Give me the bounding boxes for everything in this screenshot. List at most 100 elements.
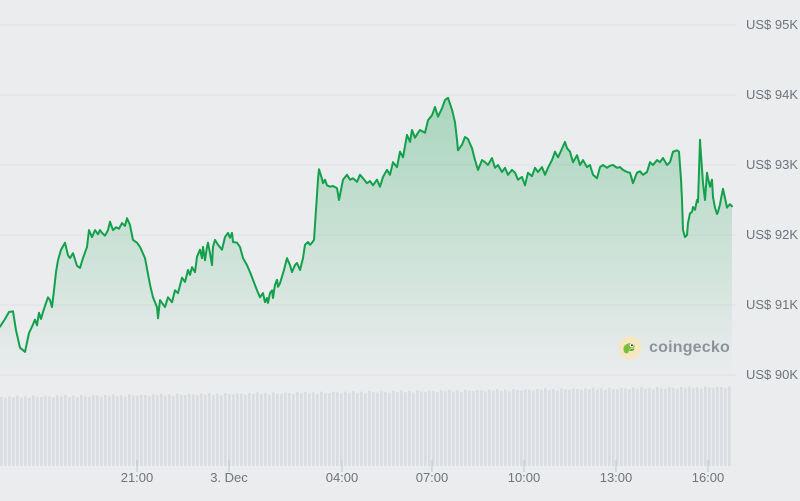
volume-bar [440,390,443,466]
y-axis-label: US$ 92K [746,227,799,242]
volume-bar [304,391,307,466]
volume-bar [200,393,203,466]
volume-bar [324,392,327,466]
volume-bar [152,394,155,466]
x-axis-label: 04:00 [325,470,359,485]
volume-bar [80,395,83,466]
volume-bar [20,397,23,466]
volume-bar [272,392,275,466]
volume-bar [592,387,595,466]
volume-bar [128,394,131,466]
volume-bar [444,391,447,466]
volume-bar [568,389,571,466]
volume-bar [192,394,195,466]
coingecko-watermark-text: coingecko [649,339,730,356]
volume-bar [168,394,171,466]
volume-bar [588,389,591,466]
volume-bar [576,389,579,466]
volume-bar [328,393,331,466]
volume-bar [24,396,27,466]
volume-bar [644,389,647,466]
volume-bar [676,388,679,466]
volume-bar [488,389,491,466]
volume-bar [8,396,11,466]
volume-bar [176,393,179,466]
volume-bar [332,391,335,466]
volume-bar [668,387,671,466]
volume-bar [292,394,295,466]
y-axis-label: US$ 95K [746,17,799,32]
volume-bar [448,389,451,466]
volume-bar [140,394,143,466]
volume-bar [344,391,347,466]
volume-bar [196,395,199,466]
volume-bar [616,389,619,466]
volume-bar [544,388,547,466]
volume-bar [460,391,463,466]
volume-bar [32,395,35,466]
volume-bar [408,390,411,466]
volume-bar [724,388,727,466]
y-axis-label: US$ 93K [746,157,799,172]
volume-bar [468,390,471,466]
volume-bar [624,388,627,466]
volume-bar [532,390,535,466]
volume-bar [64,395,67,466]
volume-bar [56,395,59,466]
volume-bar [220,395,223,466]
volume-bar [252,394,255,466]
volume-bar [280,393,283,466]
volume-bar [672,387,675,466]
volume-bar [492,390,495,466]
volume-bar [500,391,503,466]
volume-bar [536,388,539,466]
volume-bar [248,392,251,466]
volume-bar [464,389,467,466]
volume-bar [664,388,667,466]
x-axis-label: 07:00 [415,470,449,485]
volume-bar [296,392,299,466]
volume-bar [524,389,527,466]
volume-bar [608,387,611,466]
volume-bar [716,386,719,466]
volume-bar [260,394,263,466]
x-axis-label: 21:00 [120,470,154,485]
volume-bar [432,391,435,466]
volume-bar [652,389,655,466]
x-axis-label: 3. Dec [210,470,248,485]
volume-bar [368,391,371,466]
volume-bar [480,390,483,466]
volume-bar [136,395,139,466]
volume-bar [400,390,403,466]
volume-bar [572,388,575,466]
volume-bar [472,391,475,466]
volume-bar [48,396,51,466]
coingecko-watermark: coingecko [618,336,730,360]
volume-bar [528,389,531,466]
volume-bar [456,390,459,466]
volume-bar [164,395,167,466]
volume-bar [312,392,315,466]
volume-bar [224,393,227,466]
volume-bar [384,391,387,466]
volume-bar [212,394,215,466]
volume-bar [684,388,687,466]
volume-bar [720,387,723,466]
volume-bar [300,393,303,466]
volume-bar [412,392,415,466]
y-axis-label: US$ 94K [746,87,799,102]
volume-bar [0,397,3,466]
volume-bar [476,389,479,466]
price-line[interactable] [0,96,733,353]
volume-bar [184,395,187,466]
volume-bar [360,391,363,466]
volume-bar [404,392,407,466]
y-axis-label: US$ 90K [746,367,799,382]
volume-bar [316,393,319,466]
volume-bar [548,390,551,466]
volume-bar [708,387,711,466]
volume-bar [688,386,691,466]
volume-bar [148,396,151,466]
